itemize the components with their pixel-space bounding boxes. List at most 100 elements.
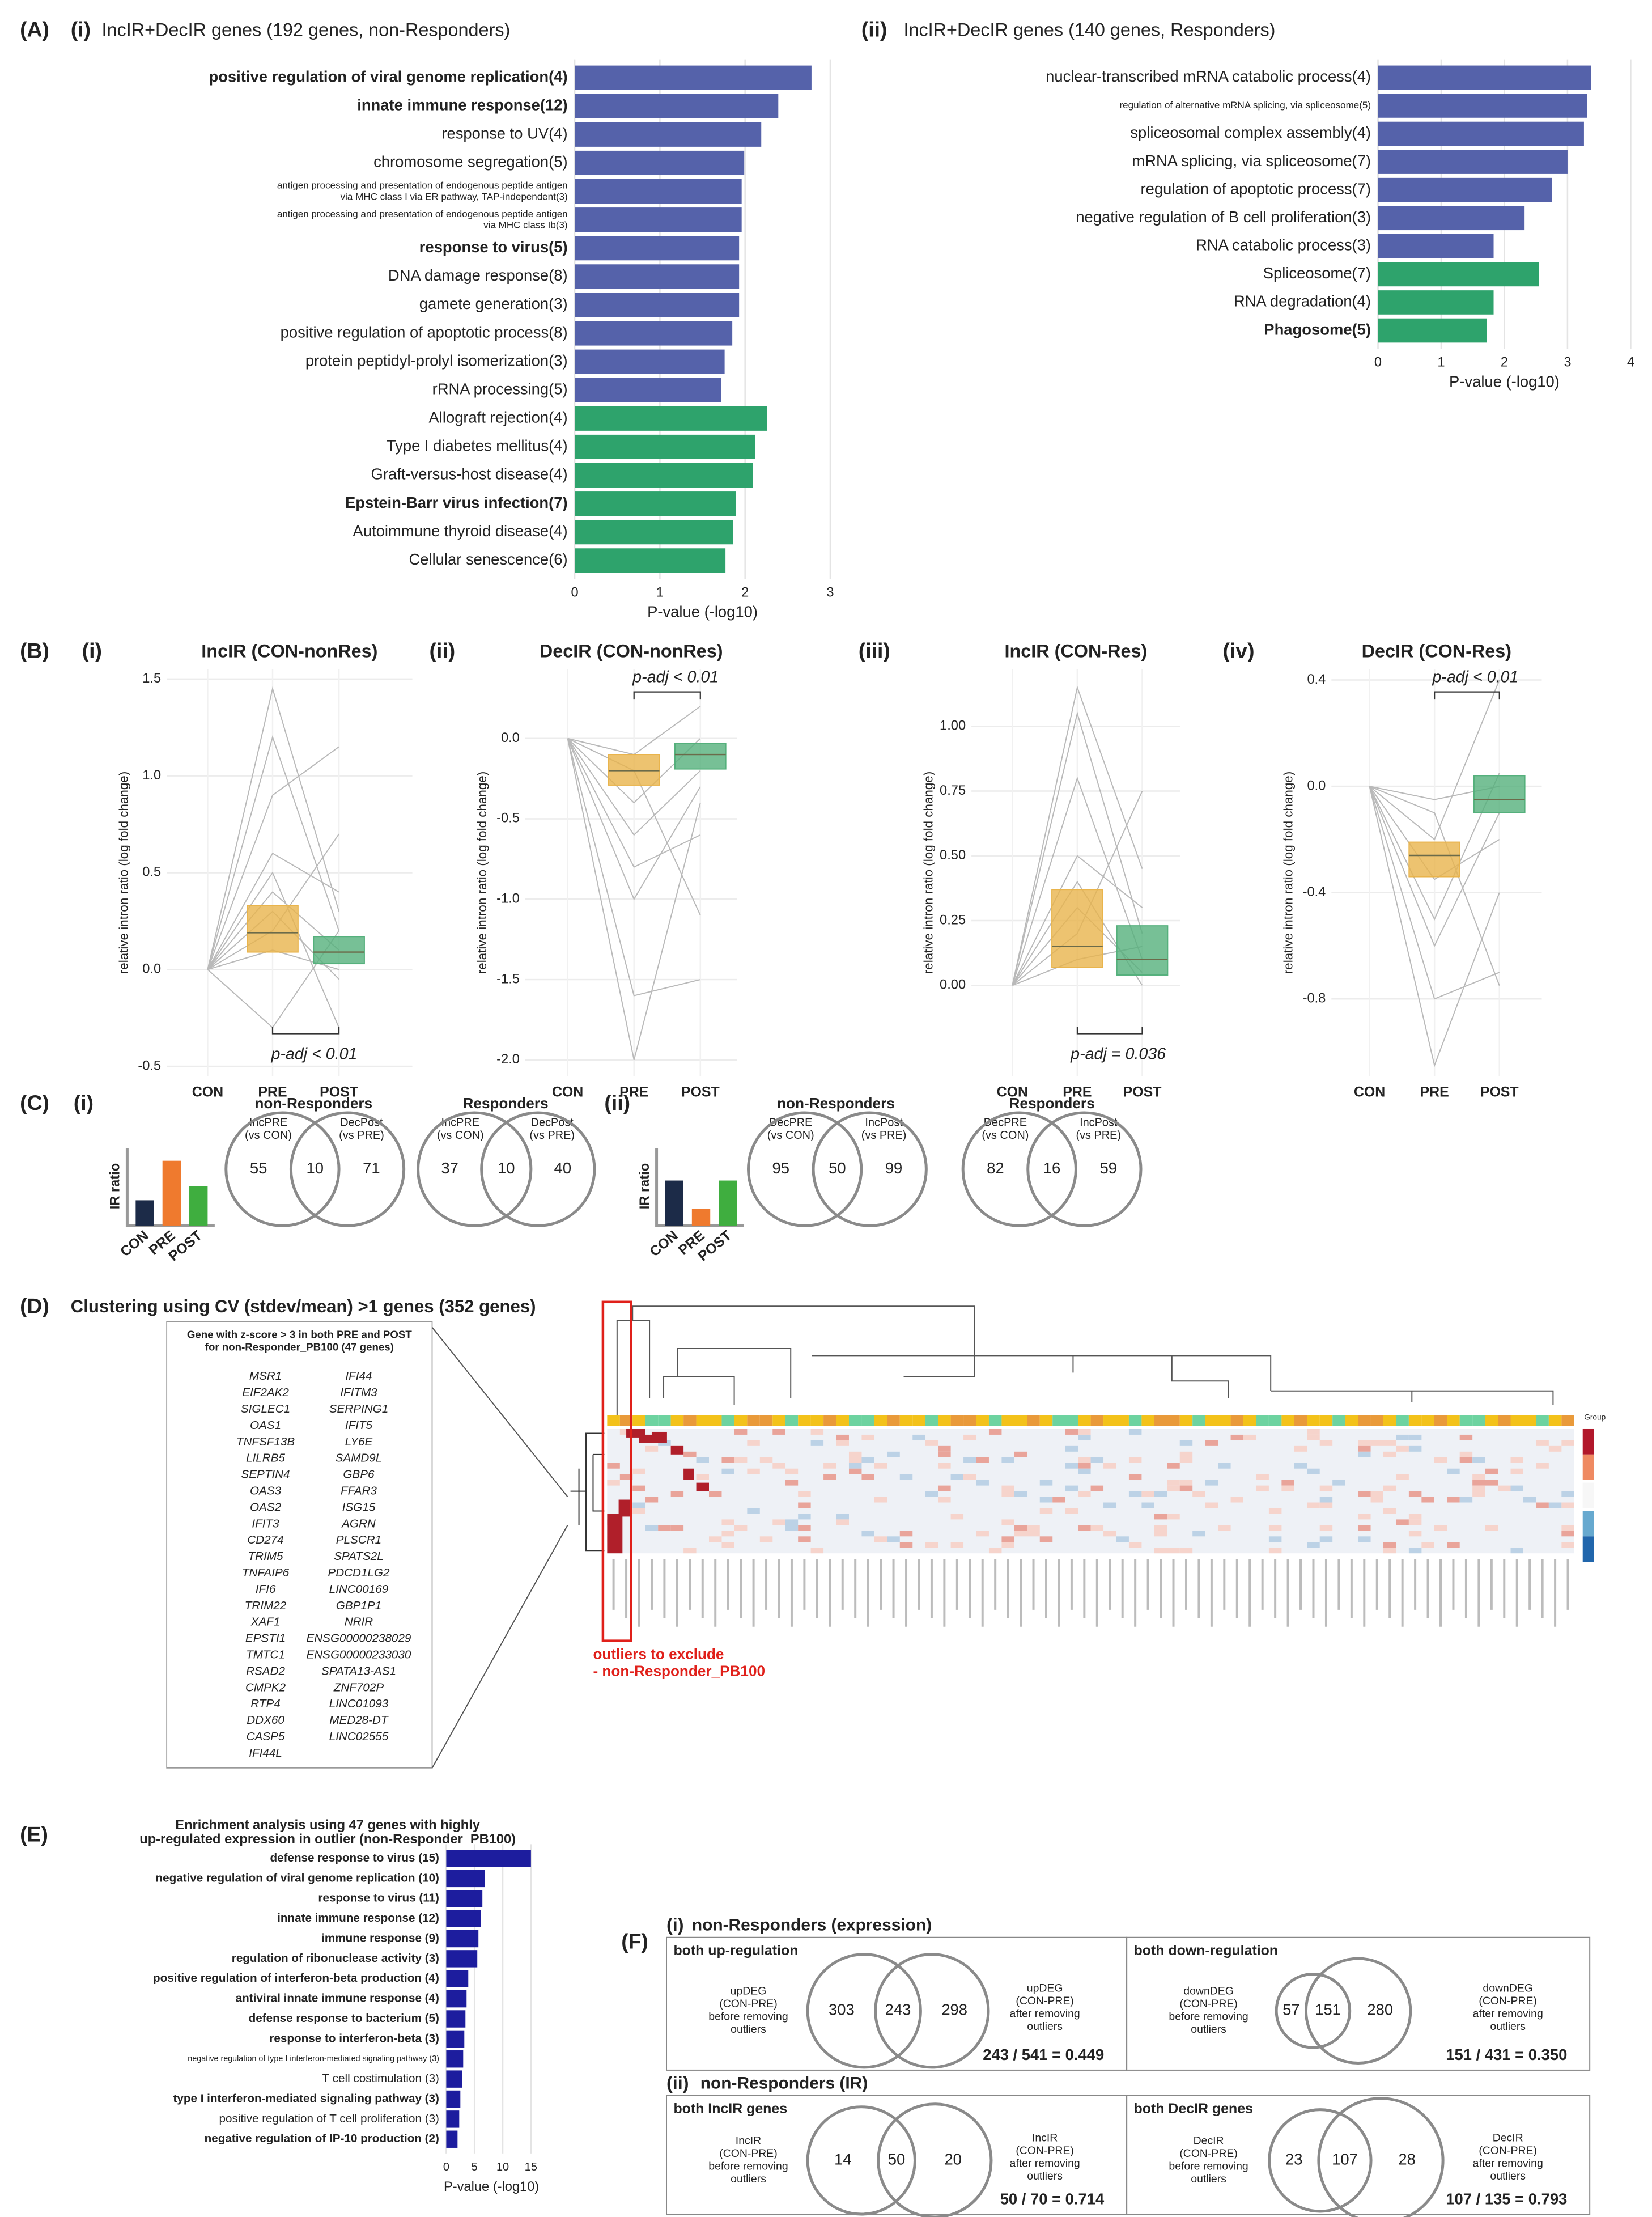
heatmap-cell: [1561, 1542, 1574, 1548]
heatmap-cell: [785, 1519, 799, 1525]
heatmap-cell: [963, 1474, 976, 1480]
bar: [575, 94, 779, 118]
gene: OAS3: [250, 1485, 282, 1498]
heatmap-cell: [925, 1491, 938, 1497]
venn-set-label-line: DecPost: [531, 1117, 574, 1129]
category-label: Graft-versus-host disease(4): [371, 465, 568, 483]
colorbar-segment: [1582, 1482, 1594, 1508]
venn-ratio: 50 / 70 = 0.714: [1000, 2190, 1105, 2207]
heatmap-cell: [1205, 1480, 1218, 1486]
heatmap-cell: [1281, 1485, 1294, 1491]
heatmap-cell: [823, 1474, 836, 1480]
panel-label: (D): [20, 1294, 49, 1318]
category-label: positive regulation of apoptotic process…: [281, 323, 568, 341]
group-strip: [785, 1415, 799, 1426]
heatmap-cell: [1332, 1480, 1345, 1486]
category-label: negative regulation of type I interferon…: [188, 2054, 439, 2063]
heatmap-cell: [632, 1508, 645, 1514]
gene: GBP1P1: [336, 1599, 381, 1612]
venn-count: 50: [888, 2151, 905, 2168]
venn-count: 10: [306, 1159, 323, 1177]
gene-line: [567, 738, 701, 997]
heatmap-cell: [709, 1536, 722, 1542]
heatmap-cell: [1294, 1463, 1307, 1469]
venn-set-label-line: (vs CON): [982, 1129, 1029, 1142]
heatmap-cell: [1090, 1457, 1104, 1463]
y-tick-label: -1.0: [496, 892, 520, 906]
group-strip: [1281, 1415, 1294, 1426]
venn-circle: [289, 1111, 406, 1227]
box: [1116, 925, 1169, 976]
venn-set-label-line: before removing: [1169, 2011, 1248, 2023]
heatmap-cell: [721, 1519, 734, 1525]
group-strip: [848, 1415, 862, 1426]
category-label-line: via MHC class I via ER pathway, TAP-inde…: [341, 191, 568, 202]
y-tick-label: -0.8: [1303, 991, 1326, 1006]
col-dendrogram: [616, 1305, 1554, 1415]
bar: [446, 1970, 469, 1987]
heatmap-cell: [1523, 1497, 1536, 1503]
gene: TNFAIP6: [242, 1566, 290, 1579]
category-label: Spliceosome(7): [1263, 264, 1371, 282]
category-label: response to virus(5): [419, 238, 568, 256]
box: [608, 754, 660, 786]
venn-count: 28: [1398, 2151, 1415, 2168]
heatmap-cell: [1472, 1485, 1485, 1491]
heatmap-cell: [810, 1548, 824, 1554]
category-label: defense response to bacterium (5): [249, 2012, 439, 2025]
x-tick-label: 3: [826, 586, 834, 600]
x-axis-label: P-value (-log10): [444, 2180, 539, 2194]
chart-title: IncIR+DecIR genes (140 genes, Responders…: [904, 19, 1276, 40]
group-strip: [747, 1415, 760, 1426]
panel-label: (ii): [604, 1091, 630, 1114]
group-strip: [950, 1415, 964, 1426]
heatmap-cell: [1510, 1468, 1523, 1474]
heatmap-cell: [1090, 1485, 1104, 1491]
row-dendrogram: [570, 1432, 605, 1552]
heatmap-cell: [1039, 1480, 1053, 1486]
gene-line: [1369, 786, 1500, 1000]
venn-set-label: IncIR (CON-PRE) before removing outliers: [708, 2135, 788, 2185]
gene-line: [1369, 773, 1500, 921]
group-strip: [925, 1415, 938, 1426]
gene: SPATS2L: [334, 1550, 384, 1563]
bar: [575, 406, 767, 431]
heatmap-cell: [1459, 1457, 1473, 1463]
venn-circle: [417, 1111, 533, 1227]
venn-count: 59: [1099, 1159, 1116, 1177]
venn-set-label-line: IncPRE: [441, 1117, 480, 1129]
x-tick-label: 0: [1374, 355, 1382, 370]
heatmap-cell: [721, 1468, 734, 1474]
category-label: negative regulation of B cell proliferat…: [1076, 208, 1371, 226]
heatmap-cell: [1268, 1548, 1282, 1554]
heatmap-cell: [1319, 1497, 1333, 1503]
group-strip: [607, 1415, 620, 1426]
venn-set-label-line: outliers: [731, 2173, 766, 2185]
category-label: defense response to virus (15): [270, 1851, 439, 1864]
heatmap-cell: [1027, 1525, 1040, 1531]
heatmap-cell: [632, 1502, 645, 1508]
venn-count: 10: [498, 1159, 515, 1177]
heatmap-cell: [632, 1485, 645, 1491]
group-strip: [1103, 1415, 1116, 1426]
group-strip: [836, 1415, 849, 1426]
venn-circle: [224, 1111, 341, 1227]
category-label: DNA damage response(8): [388, 266, 568, 284]
group-strip: [1205, 1415, 1218, 1426]
x-axis-label: P-value (-log10): [647, 603, 758, 620]
venn-ratio: 243 / 541 = 0.449: [983, 2046, 1104, 2063]
bar: [1378, 262, 1539, 287]
venn-set-label-line: (CON-PRE): [1179, 2147, 1238, 2160]
heatmap-cell: [1065, 1508, 1078, 1514]
venn-circle: [746, 1111, 863, 1227]
category-label: antigen processing and presentation of e…: [277, 208, 568, 230]
heatmap-cell: [938, 1451, 951, 1457]
heatmap-cell: [1510, 1485, 1523, 1491]
venn-count: 55: [250, 1159, 267, 1177]
heatmap-cell: [1548, 1502, 1562, 1508]
gene-line: [1012, 711, 1143, 986]
venn-box: [1126, 2095, 1591, 2215]
icon-category: CON: [117, 1227, 151, 1260]
group-strip: [1179, 1415, 1193, 1426]
group-strip: [1027, 1415, 1040, 1426]
